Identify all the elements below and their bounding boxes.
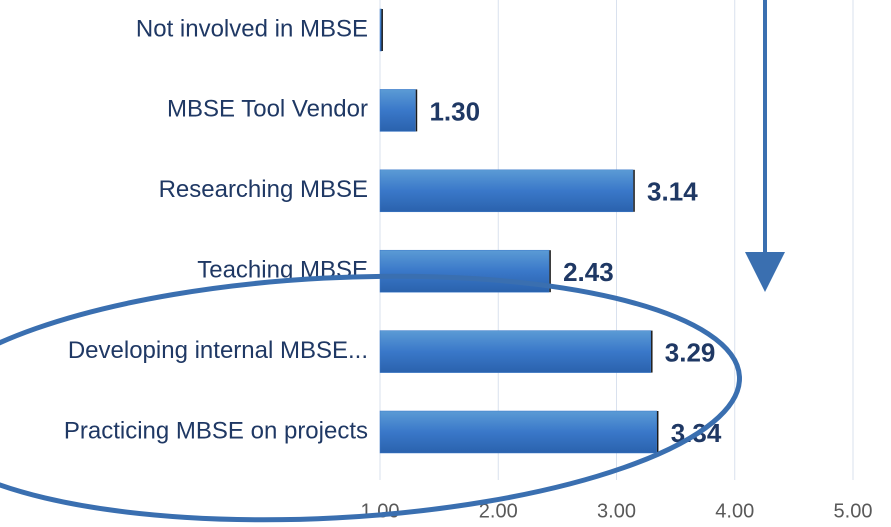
x-tick-label: 4.00 bbox=[715, 500, 754, 522]
bar bbox=[379, 249, 550, 293]
value-label: 2.43 bbox=[563, 257, 614, 287]
bar bbox=[379, 89, 416, 132]
value-label: 1.30 bbox=[429, 96, 480, 126]
category-label: Not involved in MBSE bbox=[136, 15, 368, 42]
bar bbox=[379, 169, 634, 213]
category-label: Developing internal MBSE... bbox=[68, 337, 368, 364]
bar bbox=[379, 8, 382, 52]
bar bbox=[379, 410, 657, 454]
x-tick-label: 5.00 bbox=[834, 500, 873, 522]
category-label: Practicing MBSE on projects bbox=[64, 417, 368, 444]
bars bbox=[379, 8, 659, 454]
value-label: 3.14 bbox=[647, 177, 698, 207]
x-tick-label: 3.00 bbox=[597, 500, 636, 522]
annotation-ellipse bbox=[0, 273, 742, 523]
category-label: MBSE Tool Vendor bbox=[167, 96, 368, 123]
value-label: 3.29 bbox=[665, 337, 716, 367]
bar bbox=[379, 330, 652, 373]
grid bbox=[379, 0, 854, 480]
x-tick-label: 2.00 bbox=[479, 500, 518, 522]
category-label: Researching MBSE bbox=[159, 176, 368, 203]
